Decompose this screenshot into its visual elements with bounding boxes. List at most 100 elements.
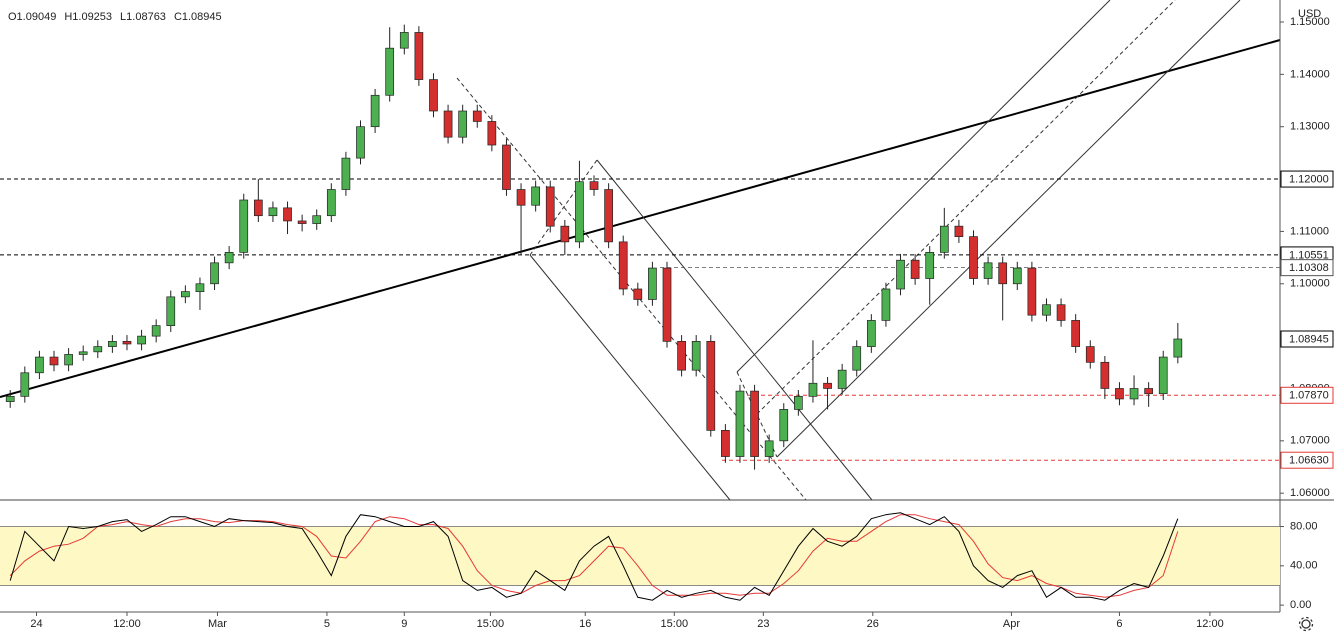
x-tick-label: 23 [757,618,769,630]
channel-line [529,254,731,501]
level-label: 1.06630 [1289,455,1329,467]
candle-body [560,225,570,243]
candle-body [677,341,686,371]
x-tick-label: 15:00 [477,618,505,630]
candle-body [487,121,497,146]
level-label-box [1280,259,1334,277]
y-tick-label: 1.11000 [1290,225,1329,237]
x-tick-label: 16 [579,618,591,630]
candle-body [575,181,584,243]
candle-body [1173,338,1183,358]
candle-body [312,215,322,224]
candle-body [122,341,132,345]
candle-body [998,262,1008,285]
candle-body [166,296,176,327]
currency: USD [1298,8,1321,20]
y-tick-label: 0.00 [1290,599,1311,611]
channel-line [596,159,873,501]
candle-body [502,144,511,190]
candle-body [794,395,803,410]
candle-body [78,351,88,355]
candle-body [458,110,468,138]
candle-body [808,382,818,397]
level-label-box [1280,170,1334,188]
settings-icon[interactable] [1298,616,1314,632]
candle-body [1115,388,1124,400]
y-tick-label: 1.07000 [1290,435,1330,447]
level-label: 1.12000 [1289,173,1329,185]
candle-body [969,236,978,279]
candle-body [1144,388,1153,395]
channel-dash [756,0,1176,415]
x-tick-label: 26 [867,618,879,630]
candle-body [1129,388,1139,400]
candle-body [253,199,263,217]
candle-body [35,356,44,374]
candle-body [283,207,292,222]
candle-body [706,341,716,431]
x-tick-label: 24 [30,618,42,630]
candle-body [224,252,234,264]
candle-body [429,79,438,112]
channel-dash [529,159,598,256]
candle-body [881,288,891,321]
candle-body [852,346,862,371]
ohlc-value: L1.08763 [120,11,166,23]
level-label: 1.08945 [1289,333,1329,345]
ohlc-value: C1.08945 [174,11,222,23]
candle-body [896,259,905,290]
candle-body [925,252,935,279]
x-tick-label: 5 [324,618,330,630]
x-tick-label: 12:00 [1196,618,1224,630]
y-tick-label: 40.00 [1290,560,1318,572]
level-label-box [1280,451,1334,469]
candle-body [662,267,672,342]
x-tick-label: 9 [401,618,407,630]
channel-dash [456,77,807,501]
candle-body [443,110,453,138]
candle-body [341,157,351,190]
candle-body [764,440,774,457]
candle-body [633,288,643,300]
candle-body [823,382,832,389]
level-label: 1.10308 [1289,262,1329,274]
candle-body [1042,304,1051,316]
candles [5,24,1183,470]
level-label-box [1280,330,1334,348]
candle-body [721,430,730,457]
candle-body [268,207,278,217]
oscillator-line [9,514,1179,598]
level-label: 1.10551 [1289,249,1329,261]
oscillator-band [0,526,1280,586]
x-tick-label: 6 [1116,618,1122,630]
candle-body [1012,267,1022,285]
candle-body [239,199,249,253]
candle-body [1071,320,1081,347]
channel-line [736,0,1111,373]
candle-body [181,291,190,298]
candle-body [910,259,920,279]
candle-body [108,341,117,347]
candle-body [545,186,555,227]
candle-body [472,110,482,122]
candle-body [939,225,949,253]
candle-body [64,354,73,366]
candle-body [604,189,613,243]
candle-body [954,225,964,237]
candle-body [983,262,993,279]
candle-body [399,32,409,49]
candle-body [779,409,789,442]
y-tick-label: 80.00 [1290,520,1318,532]
candle-body [385,47,395,96]
candle-body [5,395,15,402]
candle-body [49,356,59,366]
candle-body [589,181,599,190]
candle-body [414,32,424,80]
candle-body [1056,304,1066,321]
candle-body [837,369,847,389]
candle-body [1027,267,1037,316]
candle-body [1100,361,1110,389]
candle-body [137,335,146,345]
x-tick-label: 15:00 [661,618,689,630]
